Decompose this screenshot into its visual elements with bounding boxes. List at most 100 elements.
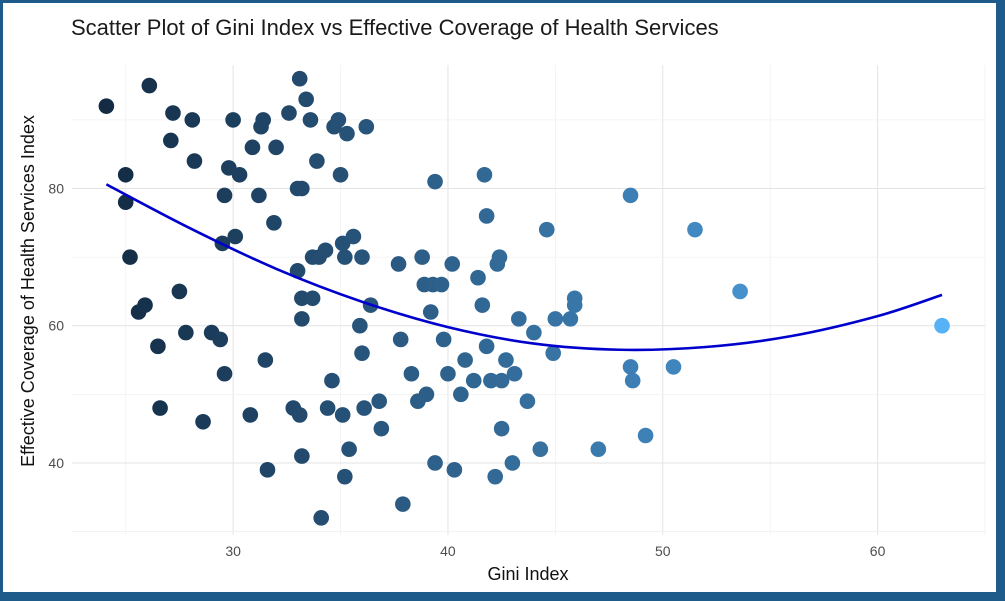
data-point (427, 173, 443, 190)
data-point (493, 372, 510, 389)
data-point (422, 304, 439, 320)
data-point (478, 208, 495, 224)
y-axis-label: Effective Coverage of Health Services In… (18, 115, 38, 467)
data-point (195, 413, 211, 430)
data-point (337, 249, 353, 265)
data-point (511, 311, 527, 327)
data-point (519, 393, 536, 410)
data-point (358, 118, 375, 135)
data-point (294, 290, 310, 307)
chart-title: Scatter Plot of Gini Index vs Effective … (71, 15, 719, 40)
data-point (268, 139, 284, 156)
data-point (291, 407, 308, 423)
data-point (319, 400, 336, 416)
x-tick-label: 50 (655, 543, 671, 559)
data-point (470, 269, 486, 286)
data-point (341, 441, 357, 458)
data-point (474, 297, 491, 313)
data-point (532, 441, 549, 458)
data-point (141, 77, 158, 94)
data-point (257, 352, 274, 368)
data-point (302, 112, 319, 128)
data-point (526, 324, 542, 341)
data-point (225, 112, 241, 128)
data-point (294, 180, 310, 197)
data-point (150, 338, 166, 355)
data-point (435, 331, 452, 348)
data-point (665, 359, 682, 375)
data-point (334, 407, 351, 423)
data-points (98, 70, 950, 526)
data-point (291, 70, 308, 87)
data-point (216, 187, 233, 204)
data-point (446, 462, 463, 478)
data-point (483, 372, 499, 389)
data-point (313, 510, 329, 526)
data-point (294, 448, 310, 464)
data-point (330, 112, 347, 128)
data-point (478, 338, 495, 355)
data-point (184, 112, 201, 128)
data-point (732, 283, 748, 300)
data-point (251, 187, 267, 204)
data-point (562, 311, 579, 327)
data-point (255, 112, 271, 128)
data-point (403, 365, 420, 382)
data-point (117, 194, 134, 211)
x-axis-label: Gini Index (487, 564, 568, 584)
data-point (418, 386, 435, 403)
data-point (163, 132, 179, 149)
data-point (444, 256, 461, 272)
data-point (624, 372, 641, 389)
data-point (186, 153, 203, 169)
data-point (566, 290, 583, 307)
data-point (266, 215, 282, 231)
data-point (622, 187, 639, 204)
data-point (440, 365, 456, 382)
data-point (244, 139, 261, 156)
data-point (487, 468, 504, 485)
data-point (298, 91, 314, 108)
data-point (304, 290, 321, 307)
data-point (242, 407, 259, 423)
data-point (337, 468, 353, 485)
y-tick-label: 40 (48, 455, 64, 471)
data-point (216, 365, 233, 382)
data-point (457, 352, 473, 368)
trend-line (105, 183, 943, 352)
data-point (309, 153, 325, 169)
data-point (687, 221, 703, 238)
data-point (498, 352, 514, 368)
x-tick-label: 40 (440, 543, 456, 559)
data-point (317, 242, 334, 259)
data-point (433, 276, 450, 293)
data-point (137, 297, 153, 313)
grid-lines (72, 65, 986, 535)
data-point (504, 455, 521, 471)
data-point (371, 393, 387, 410)
data-point (345, 228, 362, 245)
x-tick-label: 30 (225, 543, 241, 559)
data-point (354, 249, 370, 265)
data-point (165, 105, 181, 121)
data-point (395, 496, 411, 512)
data-point (491, 249, 508, 265)
data-point (622, 359, 639, 375)
data-point (465, 372, 482, 389)
data-point (171, 283, 188, 300)
data-point (281, 105, 297, 121)
data-point (117, 166, 134, 183)
data-point (590, 441, 607, 458)
data-point (373, 420, 390, 437)
data-point (354, 345, 370, 361)
data-point (98, 98, 115, 114)
data-point (324, 372, 340, 389)
data-point (427, 455, 443, 471)
data-point (259, 462, 276, 478)
data-point (339, 125, 355, 142)
data-point (414, 249, 430, 265)
data-point (934, 317, 950, 334)
data-point (352, 317, 368, 334)
